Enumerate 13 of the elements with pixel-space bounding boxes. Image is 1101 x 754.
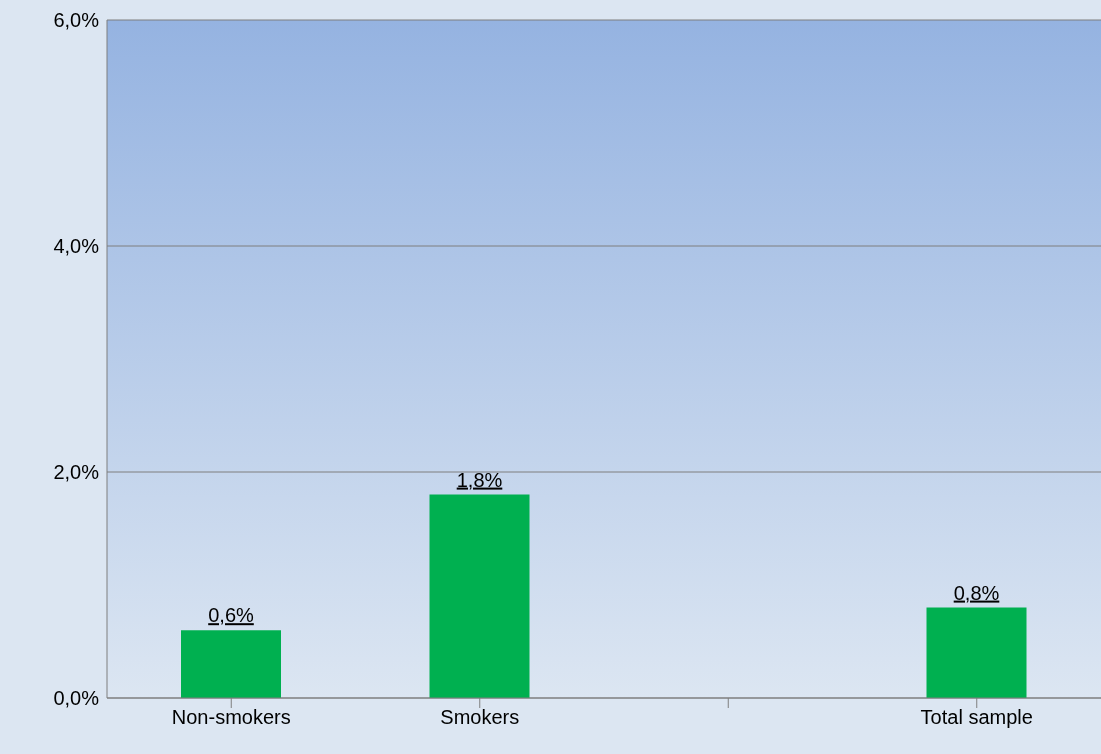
y-tick-label: 2,0% <box>53 461 100 484</box>
bar <box>926 607 1027 698</box>
y-tick-label: 0,0% <box>53 687 100 710</box>
data-label: 1,8% <box>456 468 503 491</box>
bar <box>429 494 530 698</box>
x-tick-label: Non-smokers <box>171 706 291 729</box>
bar <box>181 630 281 698</box>
data-label: 0,6% <box>208 604 255 627</box>
data-label: 0,8% <box>953 581 1000 604</box>
y-tick-label: 4,0% <box>53 235 100 258</box>
y-tick-label: 6,0% <box>53 9 100 32</box>
x-tick-label: Total sample <box>920 706 1033 729</box>
x-tick-label: Smokers <box>440 706 520 729</box>
